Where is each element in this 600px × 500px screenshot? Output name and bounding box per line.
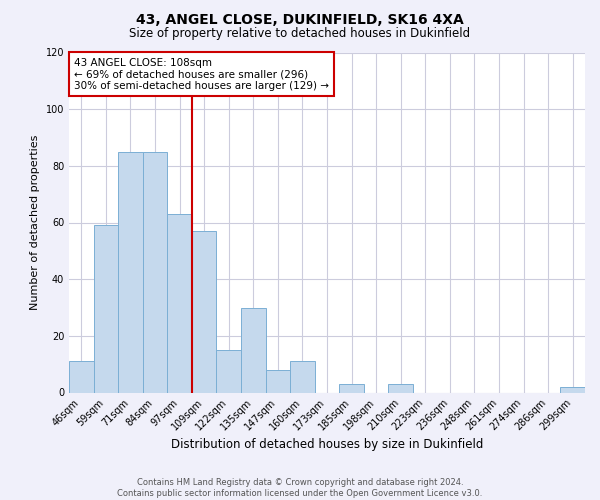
Y-axis label: Number of detached properties: Number of detached properties <box>30 135 40 310</box>
Bar <box>69 362 94 392</box>
Bar <box>192 231 217 392</box>
Text: Size of property relative to detached houses in Dukinfield: Size of property relative to detached ho… <box>130 28 470 40</box>
Bar <box>339 384 364 392</box>
Text: Contains HM Land Registry data © Crown copyright and database right 2024.
Contai: Contains HM Land Registry data © Crown c… <box>118 478 482 498</box>
Bar <box>388 384 413 392</box>
Text: 43, ANGEL CLOSE, DUKINFIELD, SK16 4XA: 43, ANGEL CLOSE, DUKINFIELD, SK16 4XA <box>136 12 464 26</box>
Bar <box>266 370 290 392</box>
Bar <box>241 308 266 392</box>
Bar <box>560 387 585 392</box>
Bar <box>167 214 192 392</box>
Bar <box>217 350 241 393</box>
Bar <box>118 152 143 392</box>
Bar <box>94 226 118 392</box>
X-axis label: Distribution of detached houses by size in Dukinfield: Distribution of detached houses by size … <box>171 438 483 451</box>
Text: 43 ANGEL CLOSE: 108sqm
← 69% of detached houses are smaller (296)
30% of semi-de: 43 ANGEL CLOSE: 108sqm ← 69% of detached… <box>74 58 329 91</box>
Bar <box>290 362 315 392</box>
Bar <box>143 152 167 392</box>
